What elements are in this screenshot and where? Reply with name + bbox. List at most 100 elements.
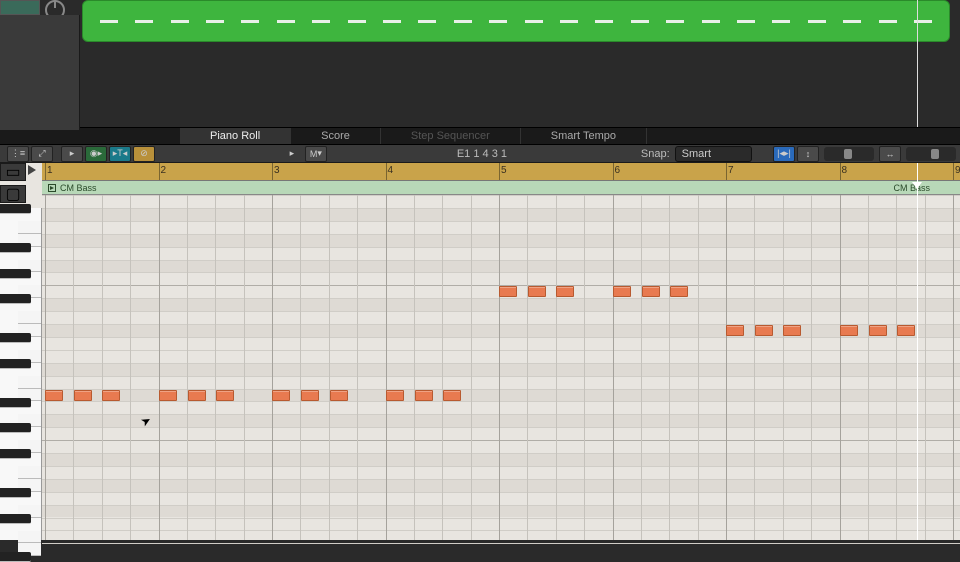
ruler-bar-mark — [386, 163, 387, 180]
midi-note[interactable] — [642, 286, 660, 297]
region-name: CM Bass — [60, 183, 97, 193]
piano-black-key[interactable] — [0, 449, 31, 459]
ruler-bar-mark — [159, 163, 160, 180]
region-header[interactable]: CM Bass CM Bass — [42, 181, 960, 195]
pointer-tool[interactable]: ▸ — [281, 146, 303, 162]
position-display: E1 1 4 3 1 — [457, 148, 507, 160]
arrangement-region[interactable] — [82, 0, 950, 42]
snap-select[interactable]: Smart — [675, 146, 752, 162]
piano-black-key[interactable] — [0, 333, 31, 343]
midi-note[interactable] — [443, 390, 461, 401]
playhead[interactable] — [917, 163, 918, 540]
ruler-bar-number: 4 — [388, 165, 394, 176]
ruler-bar-number: 5 — [501, 165, 507, 176]
ruler-bar-number: 1 — [47, 165, 53, 176]
piano-black-key[interactable] — [0, 269, 31, 279]
piano-black-key[interactable] — [0, 398, 31, 408]
piano-white-key[interactable] — [18, 531, 41, 544]
piano-keyboard[interactable]: C2C1 — [0, 208, 42, 540]
midi-note[interactable] — [272, 390, 290, 401]
midi-note[interactable] — [869, 325, 887, 336]
ruler-bar-mark — [726, 163, 727, 180]
ruler-bar-number: 9 — [955, 165, 960, 176]
midi-note[interactable] — [415, 390, 433, 401]
piano-black-key[interactable] — [0, 204, 31, 214]
midi-note[interactable] — [556, 286, 574, 297]
midi-note[interactable] — [386, 390, 404, 401]
piano-black-key[interactable] — [0, 514, 31, 524]
midi-note[interactable] — [499, 286, 517, 297]
ruler-bar-number: 3 — [274, 165, 280, 176]
ruler-bar-mark — [45, 163, 46, 180]
region-notes-preview — [83, 1, 949, 41]
scroll-in-play-button[interactable]: |◂▸| — [773, 146, 795, 162]
ruler-bar-mark — [272, 163, 273, 180]
piano-white-key[interactable] — [18, 466, 41, 479]
ruler-bar-mark — [499, 163, 500, 180]
catch-playhead-button[interactable]: ▸ — [61, 146, 83, 162]
midi-note[interactable] — [159, 390, 177, 401]
zoom-slider-2[interactable] — [906, 147, 956, 161]
piano-black-key[interactable] — [0, 552, 31, 562]
piano-white-key[interactable] — [18, 221, 41, 234]
ruler-play-icon — [28, 165, 36, 175]
ruler-bar-number: 6 — [615, 165, 621, 176]
midi-note[interactable] — [726, 325, 744, 336]
tool-m-label: M — [310, 149, 318, 159]
tab-piano-roll[interactable]: Piano Roll — [180, 128, 291, 144]
link-button[interactable]: ⊘ — [133, 146, 155, 162]
ruler-bar-mark — [953, 163, 954, 180]
playhead-handle-icon[interactable] — [912, 182, 922, 189]
piano-white-key[interactable] — [18, 311, 41, 324]
tab-step-sequencer: Step Sequencer — [381, 128, 521, 144]
midi-note[interactable] — [330, 390, 348, 401]
tab-score[interactable]: Score — [291, 128, 381, 144]
ruler-bar-mark — [613, 163, 614, 180]
track-meter — [0, 0, 40, 15]
arrangement-overview — [0, 0, 960, 127]
snap-label: Snap: — [641, 148, 670, 160]
track-header-area — [0, 15, 80, 130]
midi-note[interactable] — [897, 325, 915, 336]
piano-black-key[interactable] — [0, 488, 31, 498]
editor-tab-bar: Piano Roll Score Step Sequencer Smart Te… — [0, 127, 960, 145]
bar-ruler[interactable]: 123456789 — [42, 163, 960, 181]
midi-note[interactable] — [528, 286, 546, 297]
midi-note[interactable] — [74, 390, 92, 401]
midi-note[interactable] — [783, 325, 801, 336]
playhead-top[interactable] — [917, 0, 918, 127]
piano-roll-editor: ▭ ▢ 123456789 CM Bass CM Bass C2C1 — [0, 163, 960, 540]
midi-out-button[interactable]: ▸T◂ — [109, 146, 131, 162]
piano-black-key[interactable] — [0, 243, 31, 253]
piano-black-key[interactable] — [0, 294, 31, 304]
piano-black-key[interactable] — [0, 423, 31, 433]
snap-value: Smart — [682, 148, 711, 160]
midi-note[interactable] — [216, 390, 234, 401]
midi-note[interactable] — [45, 390, 63, 401]
ruler-bar-number: 8 — [842, 165, 848, 176]
view-menu-button[interactable]: ⋮≡ — [7, 146, 29, 162]
piano-roll-toolbar: ⋮≡ ⤢ ▸ ◉▸ ▸T◂ ⊘ ▸ M ▾ E1 1 4 3 1 Snap: S… — [0, 145, 960, 163]
midi-note[interactable] — [670, 286, 688, 297]
midi-note[interactable] — [301, 390, 319, 401]
automation-button[interactable]: ⤢ — [31, 146, 53, 162]
tab-smart-tempo[interactable]: Smart Tempo — [521, 128, 647, 144]
inspector-toggle[interactable]: ▭ — [0, 163, 26, 181]
midi-note[interactable] — [840, 325, 858, 336]
collapse-toggle[interactable]: ▢ — [0, 185, 26, 203]
ruler-bar-number: 7 — [728, 165, 734, 176]
zoom-horizontal-button[interactable]: ↔ — [879, 146, 901, 162]
zoom-vertical-button[interactable]: ↕ — [797, 146, 819, 162]
midi-note[interactable] — [188, 390, 206, 401]
piano-black-key[interactable] — [0, 359, 31, 369]
ruler-bar-mark — [840, 163, 841, 180]
zoom-slider-1[interactable] — [824, 147, 874, 161]
piano-white-key[interactable] — [18, 376, 41, 389]
midi-note[interactable] — [755, 325, 773, 336]
midi-note[interactable] — [102, 390, 120, 401]
midi-note[interactable] — [613, 286, 631, 297]
note-grid[interactable] — [42, 195, 960, 540]
region-play-icon — [48, 184, 56, 192]
tool-menu[interactable]: M ▾ — [305, 146, 327, 162]
midi-in-button[interactable]: ◉▸ — [85, 146, 107, 162]
